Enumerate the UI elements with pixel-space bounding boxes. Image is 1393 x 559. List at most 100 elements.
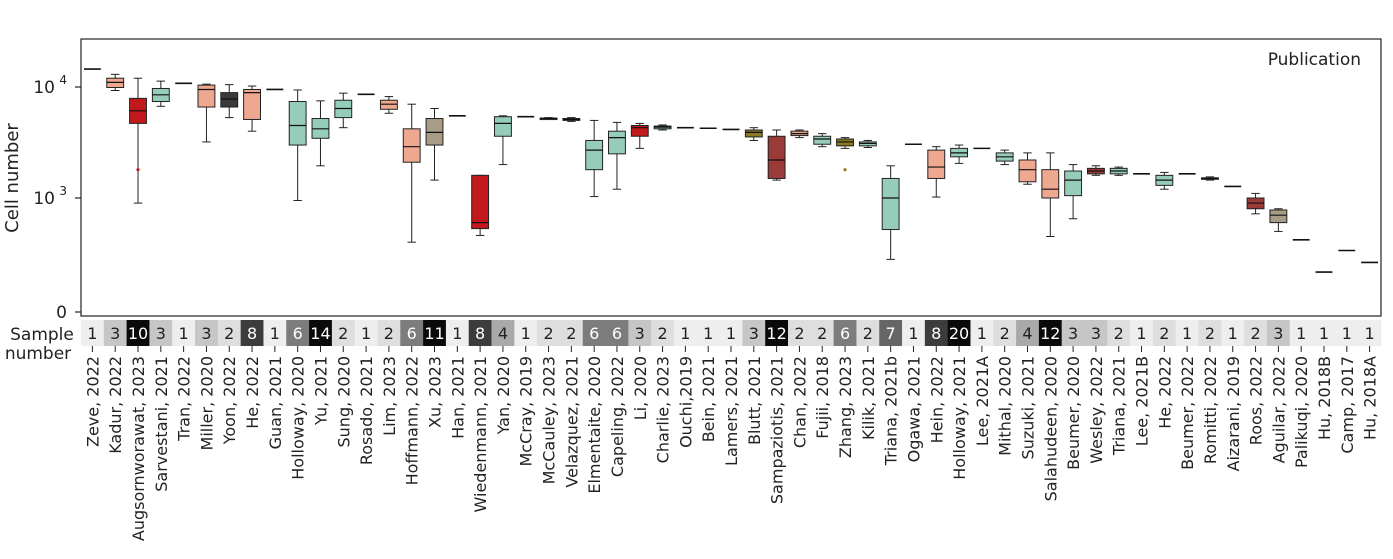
box-group	[1018, 152, 1037, 185]
box-iqr	[881, 177, 900, 231]
x-tick-label: Yoon, 2022	[220, 356, 239, 445]
sample-number-cell	[1244, 320, 1268, 346]
box-group	[243, 85, 261, 132]
sample-number-cell	[172, 320, 196, 346]
x-tick-label: Holloway, 2021	[950, 356, 969, 480]
box-group	[1201, 176, 1219, 181]
sample-number-cell	[582, 320, 606, 346]
sample-number-value: 4	[498, 324, 508, 343]
sample-number-value: 1	[977, 324, 987, 343]
sample-number-value: 12	[766, 324, 786, 343]
box-group	[1086, 165, 1105, 176]
sample-number-value: 1	[1182, 324, 1192, 343]
box-group	[288, 89, 307, 201]
box-iqr	[1041, 169, 1060, 199]
x-tick-label: Romitti, 2022	[1201, 356, 1220, 464]
x-tick-label: Guan, 2021	[266, 356, 285, 449]
sample-row-label-line2: number	[5, 344, 71, 364]
sample-number-value: 3	[1068, 324, 1078, 343]
x-tick-label: Kadur, 2022	[106, 356, 125, 454]
sample-number-value: 1	[270, 324, 280, 343]
sample-number-cell	[240, 320, 264, 346]
x-tick-label: Salahudeen, 2020	[1041, 356, 1060, 501]
x-tick-label: Bein, 2021	[699, 356, 718, 442]
y-tick-exponent: 3	[59, 184, 67, 198]
sample-number-value: 6	[407, 324, 417, 343]
y-axis: 0 10 3 10 4	[33, 73, 81, 323]
sample-number-cell	[1061, 320, 1085, 346]
sample-number-cell	[1335, 320, 1359, 346]
x-tick-label: Triana, 2021b	[882, 356, 901, 466]
box-group	[425, 108, 444, 181]
box-group	[1155, 171, 1174, 190]
sample-number-cell	[445, 320, 470, 346]
x-tick-label: Li, 2020	[631, 356, 650, 420]
sample-number-cell	[149, 320, 173, 346]
sample-row-label-line1: Sample	[10, 325, 74, 345]
x-tick-label: Lim, 2023	[380, 356, 399, 436]
sample-number-value: 2	[817, 324, 827, 343]
sample-number-value: 1	[452, 324, 462, 343]
box-iqr	[243, 88, 261, 120]
box-iqr	[585, 139, 604, 171]
sample-number-value: 1	[680, 324, 690, 343]
sample-number-cell	[1175, 320, 1199, 346]
sample-number-value: 2	[1159, 324, 1169, 343]
box-group	[106, 73, 125, 91]
sample-number-value: 2	[1000, 324, 1010, 343]
sample-number-value: 2	[1205, 324, 1215, 343]
box-iqr	[197, 84, 216, 108]
sample-number-value: 1	[908, 324, 918, 343]
sample-number-cell	[1038, 320, 1063, 346]
sample-number-cell	[491, 320, 515, 346]
box-group	[493, 115, 512, 166]
box-iqr	[608, 130, 626, 155]
x-tick-label: Sarvestani, 2021	[152, 356, 171, 492]
sample-number-cell	[856, 320, 880, 346]
legend-label: Publication	[1268, 50, 1361, 70]
sample-number-cell	[879, 320, 903, 346]
sample-number-cell	[1107, 320, 1131, 346]
sample-number-value: 6	[589, 324, 599, 343]
box-group	[881, 165, 900, 260]
sample-number-cell	[833, 320, 857, 346]
sample-number-cell	[651, 320, 675, 346]
box-iqr	[493, 116, 512, 137]
sample-number-cell	[765, 320, 789, 346]
sample-number-value: 6	[293, 324, 303, 343]
x-tick-label: Capeling, 2022	[608, 356, 627, 477]
box-group	[585, 119, 604, 198]
box-iqr	[1064, 170, 1083, 197]
box-iqr	[471, 174, 490, 230]
box-group	[995, 149, 1014, 166]
sample-number-value: 11	[424, 324, 444, 343]
sample-number-cell	[559, 320, 584, 346]
sample-number-cell	[1312, 320, 1336, 346]
sample-number-value: 1	[726, 324, 736, 343]
x-tick-label: Rosado, 2021	[357, 356, 376, 465]
sample-number-cell	[1221, 320, 1245, 346]
sample-number-value: 2	[657, 324, 667, 343]
box-iqr	[630, 124, 649, 137]
sample-number-value: 1	[1136, 324, 1146, 343]
sample-number-value: 2	[863, 324, 873, 343]
box-iqr	[425, 118, 444, 146]
x-tick-label: Han, 2021	[448, 356, 467, 439]
sample-number-value: 2	[543, 324, 553, 343]
x-tick-label: Yan, 2020	[494, 356, 513, 435]
sample-number-cell	[286, 320, 310, 346]
sample-number-value: 1	[1342, 324, 1352, 343]
sample-number-value: 3	[1091, 324, 1101, 343]
sample-number-cell	[970, 320, 994, 346]
box-group	[311, 100, 330, 167]
outlier-point	[136, 168, 140, 172]
sample-number-cell	[993, 320, 1017, 346]
sample-number-value: 6	[840, 324, 850, 343]
sample-number-value: 1	[1365, 324, 1375, 343]
x-tick-label: Roos, 2022	[1247, 356, 1266, 445]
sample-number-cell	[126, 320, 150, 346]
sample-number-cell	[468, 320, 492, 346]
sample-number-cell	[673, 320, 698, 346]
x-tick-label: Blutt, 2021	[745, 356, 764, 445]
x-tick-label: Lamers, 2021	[722, 356, 741, 466]
